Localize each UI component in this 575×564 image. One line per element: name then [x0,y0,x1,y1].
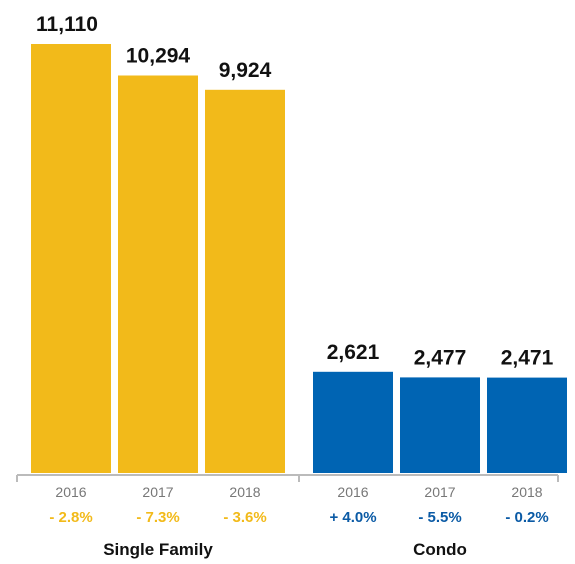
change-label-condo-2016: + 4.0% [329,509,376,526]
year-label-single-family-2016: 2016 [55,484,86,500]
group-label-condo: Condo [413,540,467,559]
year-label-condo-2016: 2016 [337,484,368,500]
axis-ticks [16,475,559,482]
bar-condo-2016 [313,371,393,473]
value-label-single-family-2018: 9,924 [219,59,272,82]
year-label-single-family-2018: 2018 [229,484,260,500]
bar-condo-2018 [487,377,567,473]
bar-single-family-2017 [118,75,198,473]
bar-condo-2017 [400,377,480,473]
change-label-condo-2018: - 0.2% [505,509,548,526]
year-label-condo-2018: 2018 [511,484,542,500]
change-label-single-family-2017: - 7.3% [136,509,179,526]
group-labels: Single Family Condo [103,540,467,559]
bar-single-family-2018 [205,89,285,474]
change-label-condo-2017: - 5.5% [418,509,461,526]
value-labels: 11,110 10,294 9,924 2,621 2,477 2,471 [36,13,554,370]
year-labels: 2016 2017 2018 2016 2017 2018 [55,484,542,500]
value-label-single-family-2016: 11,110 [36,13,98,36]
value-label-single-family-2017: 10,294 [126,45,191,68]
change-labels: - 2.8% - 7.3% - 3.6% + 4.0% - 5.5% - 0.2% [49,509,548,526]
value-label-condo-2017: 2,477 [414,346,467,369]
group-label-single-family: Single Family [103,540,213,559]
change-label-single-family-2016: - 2.8% [49,509,92,526]
change-label-single-family-2018: - 3.6% [223,509,266,526]
bar-single-family-2016 [31,44,111,473]
value-label-condo-2016: 2,621 [327,341,380,364]
year-label-condo-2017: 2017 [424,484,455,500]
year-label-single-family-2017: 2017 [142,484,173,500]
value-label-condo-2018: 2,471 [501,347,554,370]
bars [31,44,567,474]
